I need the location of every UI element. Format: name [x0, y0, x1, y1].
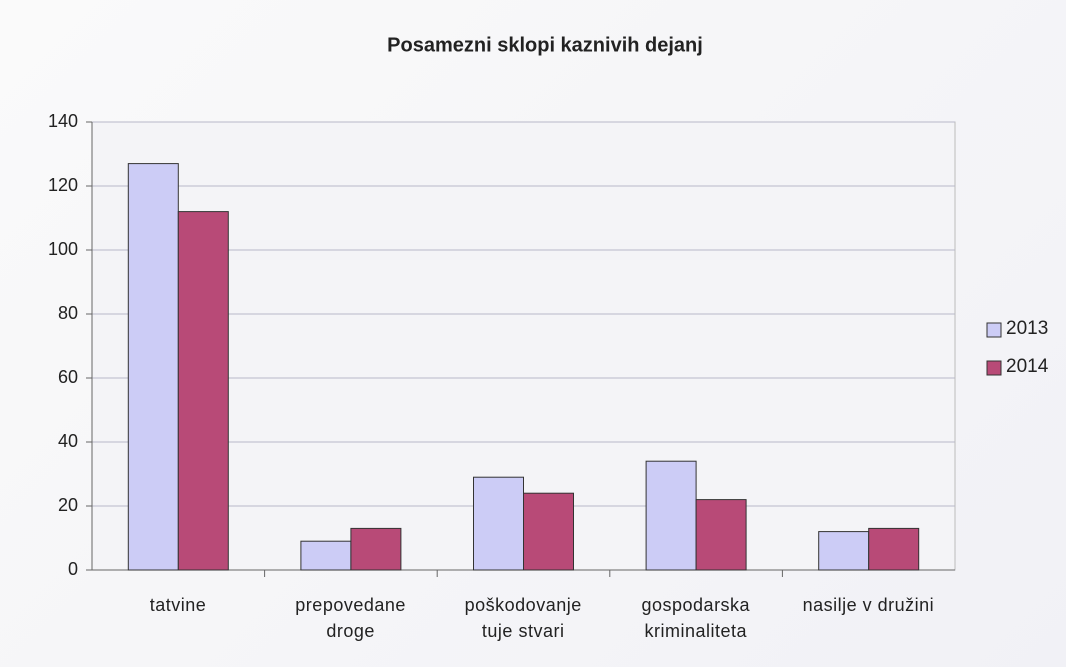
y-tick-label: 140 — [48, 111, 78, 131]
x-tick-label: nasilje v družini — [802, 595, 935, 615]
y-tick-label: 100 — [48, 239, 78, 259]
x-tick-label: tatvine — [149, 595, 207, 615]
x-tick-label: poškodovanje tuje stvari — [464, 595, 582, 641]
bar — [818, 531, 870, 571]
x-tick-label: prepovedane droge — [295, 595, 406, 641]
bar — [127, 163, 179, 571]
y-tick-label: 60 — [58, 367, 78, 387]
bar — [695, 499, 747, 571]
y-tick-label: 120 — [48, 175, 78, 195]
legend-swatch — [986, 322, 1002, 338]
bar — [177, 211, 229, 571]
bar — [868, 527, 920, 571]
y-tick-label: 20 — [58, 495, 78, 515]
bar — [645, 460, 697, 571]
legend-swatch — [986, 360, 1002, 376]
legend-label: 2013 — [1006, 318, 1049, 339]
y-tick-label: 80 — [58, 303, 78, 323]
bar — [300, 540, 352, 571]
chart-title: Posamezni sklopi kaznivih dejanj — [387, 34, 703, 56]
y-tick-label: 40 — [58, 431, 78, 451]
legend-label: 2014 — [1006, 356, 1049, 377]
bar — [523, 492, 574, 571]
y-tick-label: 0 — [68, 559, 78, 579]
bar — [350, 527, 402, 571]
bar — [473, 476, 524, 571]
x-tick-label: gospodarska kriminaliteta — [641, 595, 751, 641]
